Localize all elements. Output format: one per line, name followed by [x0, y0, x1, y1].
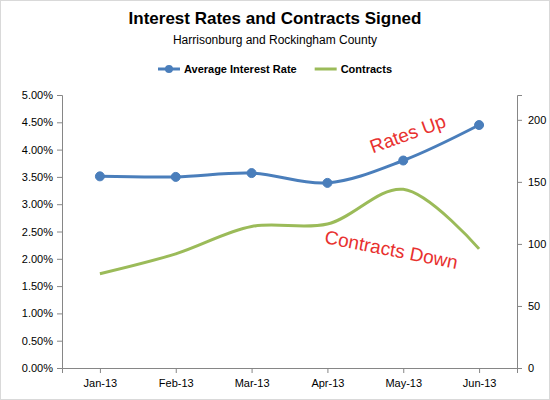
tick-mark — [57, 177, 62, 178]
legend-item: Contracts — [315, 63, 392, 75]
tick: 0 — [517, 362, 534, 374]
tick-mark — [57, 341, 62, 342]
legend-marker — [165, 65, 173, 73]
tick-mark — [327, 368, 328, 373]
legend-label: Average Interest Rate — [184, 63, 297, 75]
annotation: Contracts Down — [323, 226, 460, 272]
tick-label: 2.00% — [22, 253, 53, 265]
tick-label: Mar-13 — [235, 377, 270, 389]
tick: 3.00% — [22, 198, 62, 210]
axis-line — [518, 96, 523, 369]
tick-label: 4.00% — [22, 144, 53, 156]
tick-label: 4.50% — [22, 116, 53, 128]
tick: 1.50% — [22, 280, 62, 292]
marker — [95, 172, 104, 181]
tick-mark — [57, 95, 62, 96]
marker — [323, 178, 332, 187]
tick-mark — [57, 122, 62, 123]
legend-swatch — [315, 68, 337, 71]
tick: Apr-13 — [311, 368, 344, 389]
tick: 200 — [517, 114, 546, 126]
tick: 1.00% — [22, 307, 62, 319]
tick-label: Apr-13 — [311, 377, 344, 389]
tick-label: 5.00% — [22, 89, 53, 101]
tick-mark — [479, 368, 480, 373]
marker — [171, 172, 180, 181]
tick-mark — [57, 368, 62, 369]
x-axis: Jan-13 Feb-13 Mar-13 Apr-13 May-13 Jun-13 — [63, 368, 518, 389]
tick-label: 0.00% — [22, 362, 53, 374]
tick-mark — [57, 286, 62, 287]
annotation: Rates Up — [367, 110, 449, 157]
axis-line — [63, 369, 518, 374]
tick: Mar-13 — [235, 368, 270, 389]
subtitle: Harrisonburg and Rockingham County — [173, 33, 377, 47]
tick: 4.50% — [22, 116, 62, 128]
tick: 100 — [517, 238, 546, 250]
tick-label: 0 — [528, 362, 534, 374]
tick-label: Feb-13 — [159, 377, 194, 389]
tick-label: 150 — [528, 176, 546, 188]
tick-mark — [57, 313, 62, 314]
legend: Average Interest Rate Contracts — [158, 63, 392, 75]
tick-mark — [517, 244, 522, 245]
tick: 4.00% — [22, 144, 62, 156]
tick-label: 200 — [528, 114, 546, 126]
tick-label: May-13 — [385, 377, 422, 389]
marker — [475, 121, 484, 130]
tick-mark — [57, 232, 62, 233]
tick: 150 — [517, 176, 546, 188]
tick-mark — [57, 204, 62, 205]
series-line — [100, 189, 479, 274]
tick-label: 1.00% — [22, 307, 53, 319]
legend-label: Contracts — [341, 63, 392, 75]
tick-label: 3.50% — [22, 171, 53, 183]
tick: 2.00% — [22, 253, 62, 265]
tick-label: 2.50% — [22, 226, 53, 238]
tick: Jan-13 — [84, 368, 118, 389]
tick-mark — [517, 120, 522, 121]
tick-label: 0.50% — [22, 335, 53, 347]
tick-label: Jun-13 — [463, 377, 497, 389]
tick-label: Jan-13 — [84, 377, 118, 389]
tick-mark — [252, 368, 253, 373]
tick: 5.00% — [22, 89, 62, 101]
tick: 3.50% — [22, 171, 62, 183]
tick-mark — [57, 150, 62, 151]
tick-label: 100 — [528, 238, 546, 250]
tick: 50 — [517, 300, 540, 312]
tick-label: 3.00% — [22, 198, 53, 210]
tick: 0.50% — [22, 335, 62, 347]
tick: Jun-13 — [463, 368, 497, 389]
marker — [247, 169, 256, 178]
tick-mark — [517, 306, 522, 307]
tick-mark — [176, 368, 177, 373]
chart-background — [1, 1, 550, 400]
tick-mark — [100, 368, 101, 373]
plot-area — [95, 121, 483, 274]
y2-axis: 0 50 100 150 200 — [517, 96, 546, 375]
tick: 0.00% — [22, 362, 62, 374]
tick-mark — [403, 368, 404, 373]
axis-line — [57, 96, 63, 369]
tick: Feb-13 — [159, 368, 194, 389]
tick: 2.50% — [22, 226, 62, 238]
tick-label: 50 — [528, 300, 540, 312]
title: Interest Rates and Contracts Signed — [129, 9, 422, 28]
tick-mark — [517, 182, 522, 183]
chart: Interest Rates and Contracts Signed Harri… — [0, 0, 550, 400]
y-axis: 0.00% 0.50% 1.00% 1.50% 2.00% 2.50% 3.00% 3.50%… — [22, 89, 63, 374]
tick-label: 1.50% — [22, 280, 53, 292]
marker — [399, 156, 408, 165]
tick-mark — [57, 259, 62, 260]
legend-item: Average Interest Rate — [158, 63, 297, 75]
tick: May-13 — [385, 368, 422, 389]
